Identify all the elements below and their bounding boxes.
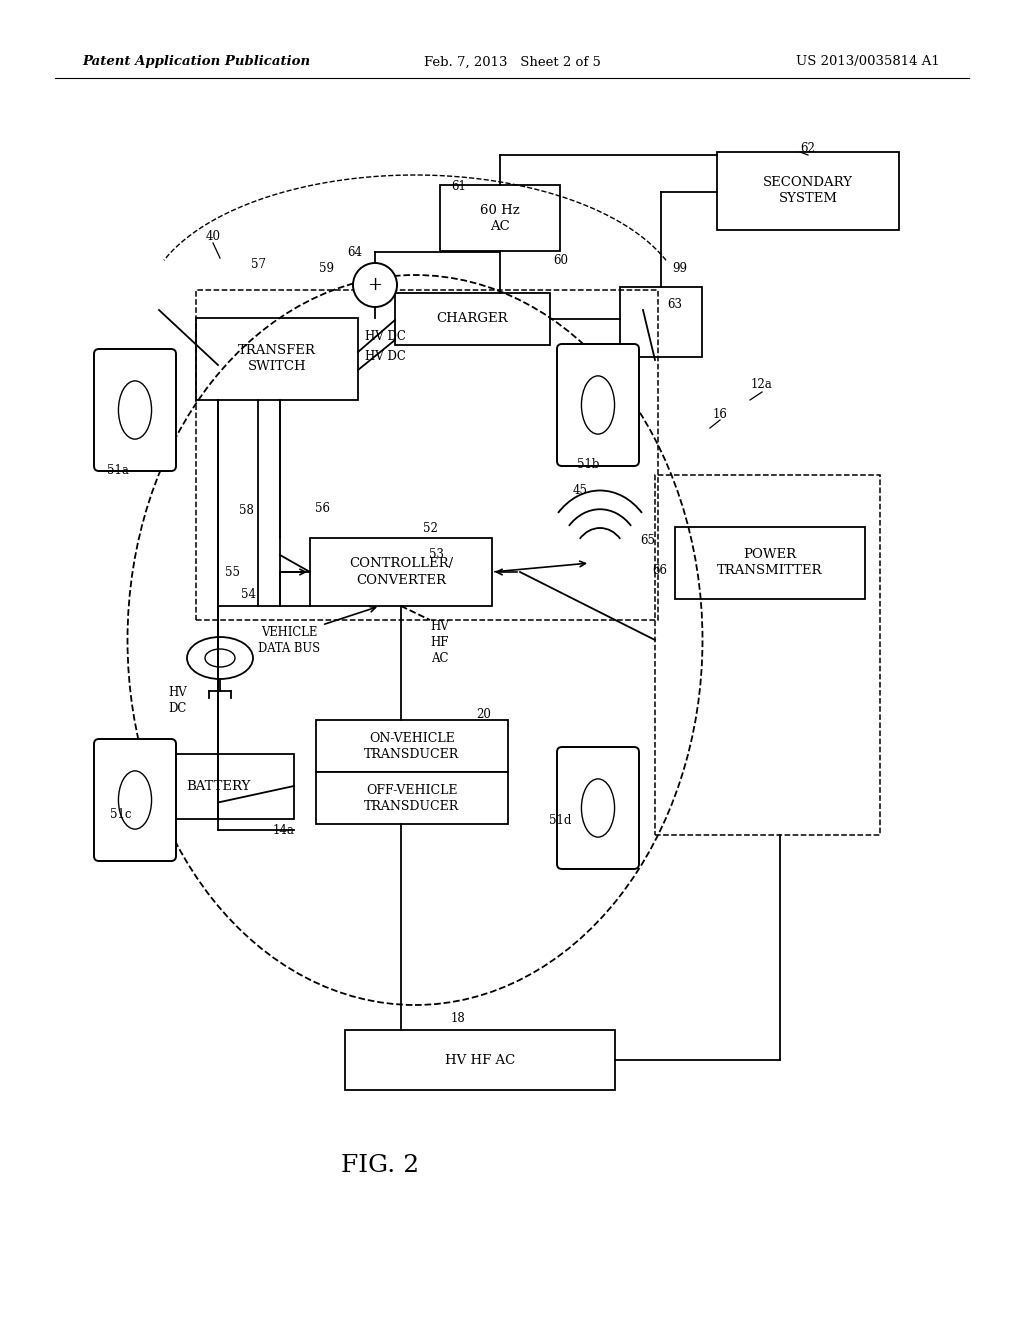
Ellipse shape [119, 381, 152, 440]
FancyBboxPatch shape [557, 345, 639, 466]
Text: 51d: 51d [549, 813, 571, 826]
FancyBboxPatch shape [94, 739, 176, 861]
Text: 54: 54 [241, 589, 256, 602]
Text: +: + [368, 276, 383, 294]
Ellipse shape [187, 638, 253, 678]
Bar [395, 293, 550, 345]
Text: Patent Application Publication: Patent Application Publication [82, 55, 310, 69]
Text: 57: 57 [251, 259, 265, 272]
Text: HV DC: HV DC [365, 330, 406, 342]
Text: FIG. 2: FIG. 2 [341, 1154, 419, 1176]
Text: VEHICLE
DATA BUS: VEHICLE DATA BUS [258, 626, 319, 655]
Text: 52: 52 [423, 521, 437, 535]
Text: ON-VEHICLE
TRANSDUCER: ON-VEHICLE TRANSDUCER [365, 731, 460, 760]
Text: HV HF AC: HV HF AC [444, 1053, 515, 1067]
Text: 55: 55 [224, 565, 240, 578]
Text: US 2013/0035814 A1: US 2013/0035814 A1 [797, 55, 940, 69]
Text: 51c: 51c [111, 808, 132, 821]
Text: 99: 99 [673, 261, 687, 275]
Text: 20: 20 [476, 709, 492, 722]
Text: BATTERY: BATTERY [185, 780, 250, 793]
Bar [316, 719, 508, 772]
Text: 16: 16 [713, 408, 727, 421]
Text: HV
DC: HV DC [169, 685, 187, 714]
Text: SECONDARY
SYSTEM: SECONDARY SYSTEM [763, 177, 853, 206]
Text: 12a: 12a [752, 379, 773, 392]
Text: 45: 45 [572, 483, 588, 496]
Text: 14a: 14a [273, 824, 295, 837]
Bar [620, 286, 702, 356]
Bar [310, 539, 492, 606]
Text: TRANSFER
SWITCH: TRANSFER SWITCH [238, 345, 316, 374]
Text: CONTROLLER/
CONVERTER: CONTROLLER/ CONVERTER [349, 557, 453, 586]
Bar [196, 318, 358, 400]
Text: 60: 60 [554, 253, 568, 267]
Text: 60 Hz
AC: 60 Hz AC [480, 203, 520, 232]
Bar [345, 1030, 615, 1090]
Text: 18: 18 [451, 1011, 465, 1024]
Text: HV
HF
AC: HV HF AC [430, 620, 449, 665]
Text: 51b: 51b [577, 458, 599, 471]
Text: HV DC: HV DC [365, 351, 406, 363]
Text: 61: 61 [452, 180, 467, 193]
Text: 65: 65 [640, 533, 655, 546]
Text: 66: 66 [652, 564, 668, 577]
Text: 59: 59 [318, 261, 334, 275]
Bar [717, 152, 899, 230]
Text: 53: 53 [428, 549, 443, 561]
Text: 56: 56 [315, 502, 331, 515]
Ellipse shape [205, 649, 234, 667]
Ellipse shape [582, 376, 614, 434]
Text: OFF-VEHICLE
TRANSDUCER: OFF-VEHICLE TRANSDUCER [365, 784, 460, 813]
Text: 40: 40 [206, 231, 220, 243]
Circle shape [353, 263, 397, 308]
Ellipse shape [119, 771, 152, 829]
FancyBboxPatch shape [94, 348, 176, 471]
Text: 64: 64 [347, 246, 362, 259]
Text: 51a: 51a [108, 463, 129, 477]
Text: POWER
TRANSMITTER: POWER TRANSMITTER [717, 549, 822, 578]
Bar [316, 772, 508, 824]
Bar [675, 527, 865, 599]
Bar [440, 185, 560, 251]
Ellipse shape [582, 779, 614, 837]
Bar [196, 290, 658, 620]
Bar [142, 754, 294, 818]
Text: CHARGER: CHARGER [436, 313, 508, 326]
Text: 63: 63 [668, 298, 683, 312]
Text: Feb. 7, 2013   Sheet 2 of 5: Feb. 7, 2013 Sheet 2 of 5 [424, 55, 600, 69]
Text: 58: 58 [239, 503, 253, 516]
FancyBboxPatch shape [557, 747, 639, 869]
Text: 62: 62 [801, 141, 815, 154]
Bar [655, 475, 880, 836]
